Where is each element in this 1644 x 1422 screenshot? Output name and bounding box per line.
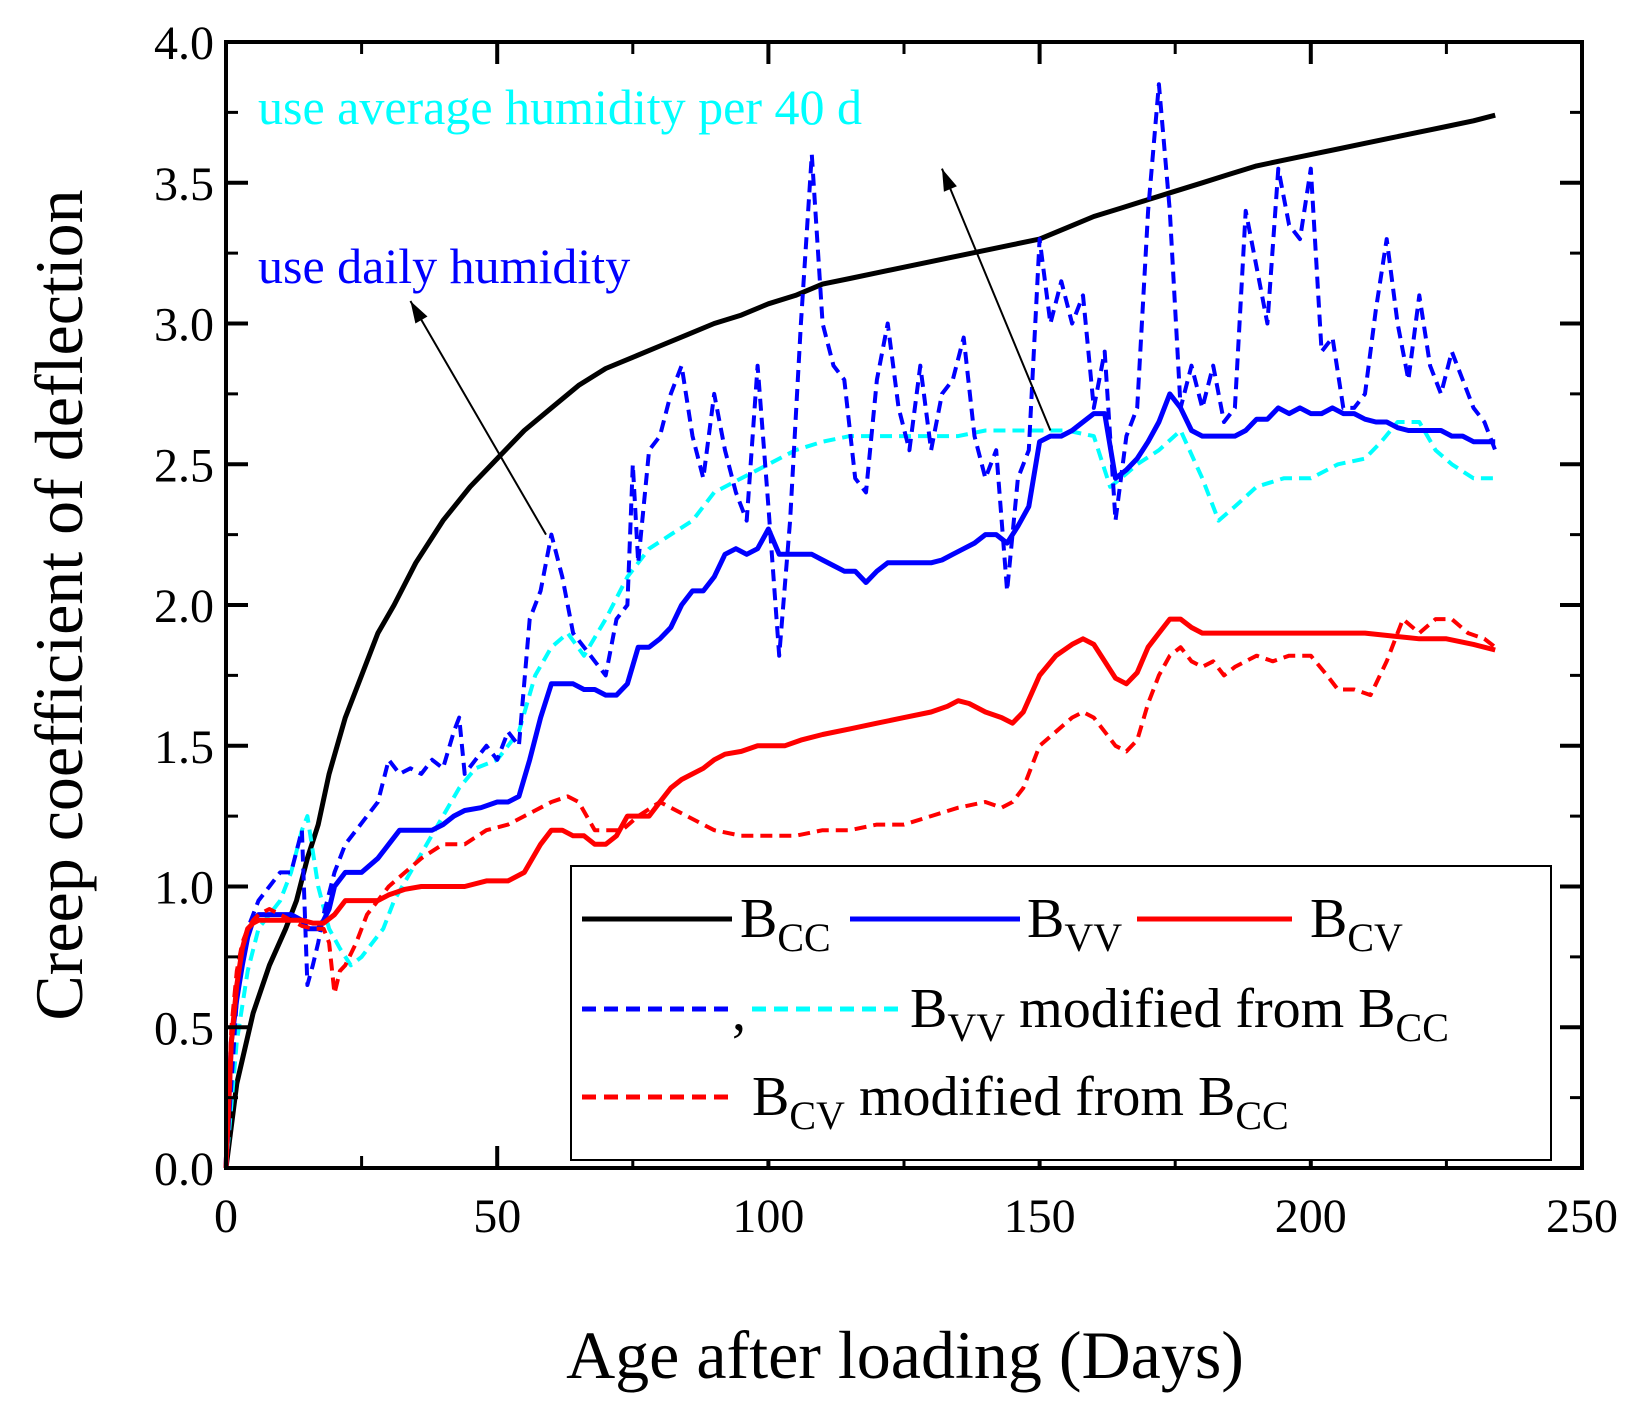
x-axis-label: Age after loading (Days) [566, 1317, 1244, 1393]
y-tick-label: 2.5 [154, 439, 214, 492]
y-tick-label: 3.5 [154, 158, 214, 211]
legend-comma: , [732, 981, 746, 1043]
legend-label-bcc: BCC [740, 888, 831, 960]
annotation-arrow-daily [409, 300, 547, 536]
y-tick-label: 0.5 [154, 1002, 214, 1055]
legend: BCC BVV BCV , BVV modified from BCC BCV … [570, 865, 1552, 1161]
series-line-bcc [223, 112, 1496, 1169]
y-tick-label: 0.0 [154, 1143, 214, 1196]
annotation-arrowhead-daily [410, 301, 428, 324]
annotation-daily-humidity: use daily humidity [258, 238, 630, 294]
series-line-bcv-mod [224, 617, 1497, 1169]
legend-label-bcv-mod: BCV modified from BCC [752, 1066, 1289, 1138]
series-line-bvv [223, 391, 1496, 1169]
x-tick-label: 250 [1546, 1190, 1618, 1243]
x-tick-label: 200 [1275, 1190, 1347, 1243]
series-line-bcv [223, 616, 1496, 1169]
x-tick-label: 100 [732, 1190, 804, 1243]
series-line-bvv-mod-daily [224, 82, 1498, 1169]
y-tick-label: 1.0 [154, 862, 214, 915]
annotation-arrow-avg [941, 168, 1052, 431]
y-tick-label: 1.5 [154, 721, 214, 774]
y-tick-label: 4.0 [154, 17, 214, 70]
x-tick-label: 150 [1004, 1190, 1076, 1243]
legend-label-bvv: BVV [1027, 888, 1122, 960]
y-tick-label: 2.0 [154, 580, 214, 633]
series-line-bvv-mod-avg [224, 420, 1496, 1169]
y-tick-label: 3.0 [154, 299, 214, 352]
annotation-arrowhead-avg [942, 168, 957, 192]
x-tick-label: 0 [214, 1190, 238, 1243]
annotation-average-humidity: use average humidity per 40 d [258, 79, 862, 135]
x-tick-label: 50 [473, 1190, 521, 1243]
y-axis-label: Creep coefficient of deflection [21, 189, 97, 1020]
axis-layer: 0 50 100 150 200 250 0.0 0.5 1.0 1.5 2.0 2.5 3.0 3.5 4… [154, 17, 1618, 1243]
legend-box [570, 865, 1552, 1161]
legend-label-bvv-mod: BVV modified from BCC [910, 978, 1449, 1050]
series-layer [223, 82, 1498, 1169]
annotation-layer: use average humidity per 40 d use daily … [258, 79, 1052, 536]
legend-label-bcv: BCV [1310, 888, 1403, 960]
